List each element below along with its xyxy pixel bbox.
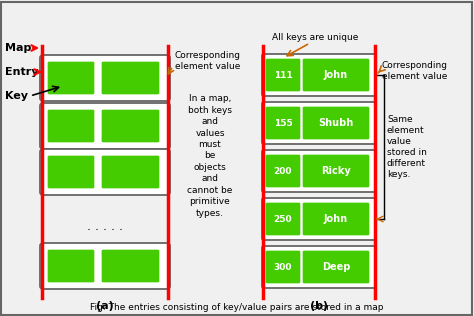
FancyBboxPatch shape [266, 155, 300, 187]
FancyBboxPatch shape [266, 251, 300, 283]
FancyBboxPatch shape [40, 55, 170, 101]
FancyBboxPatch shape [303, 59, 369, 91]
FancyBboxPatch shape [262, 54, 376, 96]
Text: Fig: The entries consisting of key/value pairs are stored in a map: Fig: The entries consisting of key/value… [90, 303, 384, 312]
Text: Map: Map [5, 43, 31, 53]
Text: All keys are unique: All keys are unique [272, 33, 358, 42]
FancyBboxPatch shape [303, 203, 369, 235]
FancyBboxPatch shape [48, 156, 94, 188]
Text: 200: 200 [274, 167, 292, 175]
Text: 300: 300 [274, 263, 292, 271]
FancyBboxPatch shape [48, 110, 94, 142]
FancyBboxPatch shape [266, 107, 300, 139]
Text: John: John [324, 214, 348, 224]
FancyBboxPatch shape [262, 150, 376, 192]
FancyBboxPatch shape [40, 103, 170, 149]
FancyBboxPatch shape [102, 250, 159, 282]
FancyBboxPatch shape [262, 198, 376, 240]
FancyBboxPatch shape [262, 102, 376, 144]
Text: In a map,
both keys
and
values
must
be
objects
and
cannot be
primitive
types.: In a map, both keys and values must be o… [187, 94, 233, 218]
FancyBboxPatch shape [262, 246, 376, 288]
Text: John: John [324, 70, 348, 80]
FancyBboxPatch shape [303, 107, 369, 139]
Text: 155: 155 [273, 118, 292, 127]
FancyBboxPatch shape [102, 156, 159, 188]
Text: Corresponding
element value: Corresponding element value [382, 61, 448, 81]
Text: (b): (b) [310, 301, 328, 311]
Text: 250: 250 [273, 215, 292, 223]
Text: Entry: Entry [5, 67, 38, 77]
Text: Corresponding
element value: Corresponding element value [175, 51, 241, 71]
FancyBboxPatch shape [40, 243, 170, 289]
Text: 111: 111 [273, 70, 292, 80]
FancyBboxPatch shape [303, 155, 369, 187]
FancyBboxPatch shape [303, 251, 369, 283]
Text: Ricky: Ricky [321, 166, 351, 176]
Text: . . . . .: . . . . . [87, 220, 123, 233]
FancyBboxPatch shape [102, 62, 159, 94]
FancyBboxPatch shape [266, 203, 300, 235]
FancyBboxPatch shape [266, 59, 300, 91]
FancyBboxPatch shape [48, 62, 94, 94]
Text: Key: Key [5, 91, 28, 101]
Text: Shubh: Shubh [319, 118, 354, 128]
Text: Same
element
value
stored in
different
keys.: Same element value stored in different k… [387, 115, 427, 179]
FancyBboxPatch shape [48, 250, 94, 282]
FancyBboxPatch shape [40, 149, 170, 195]
Text: Deep: Deep [322, 262, 350, 272]
Text: (a): (a) [96, 301, 114, 311]
FancyBboxPatch shape [102, 110, 159, 142]
